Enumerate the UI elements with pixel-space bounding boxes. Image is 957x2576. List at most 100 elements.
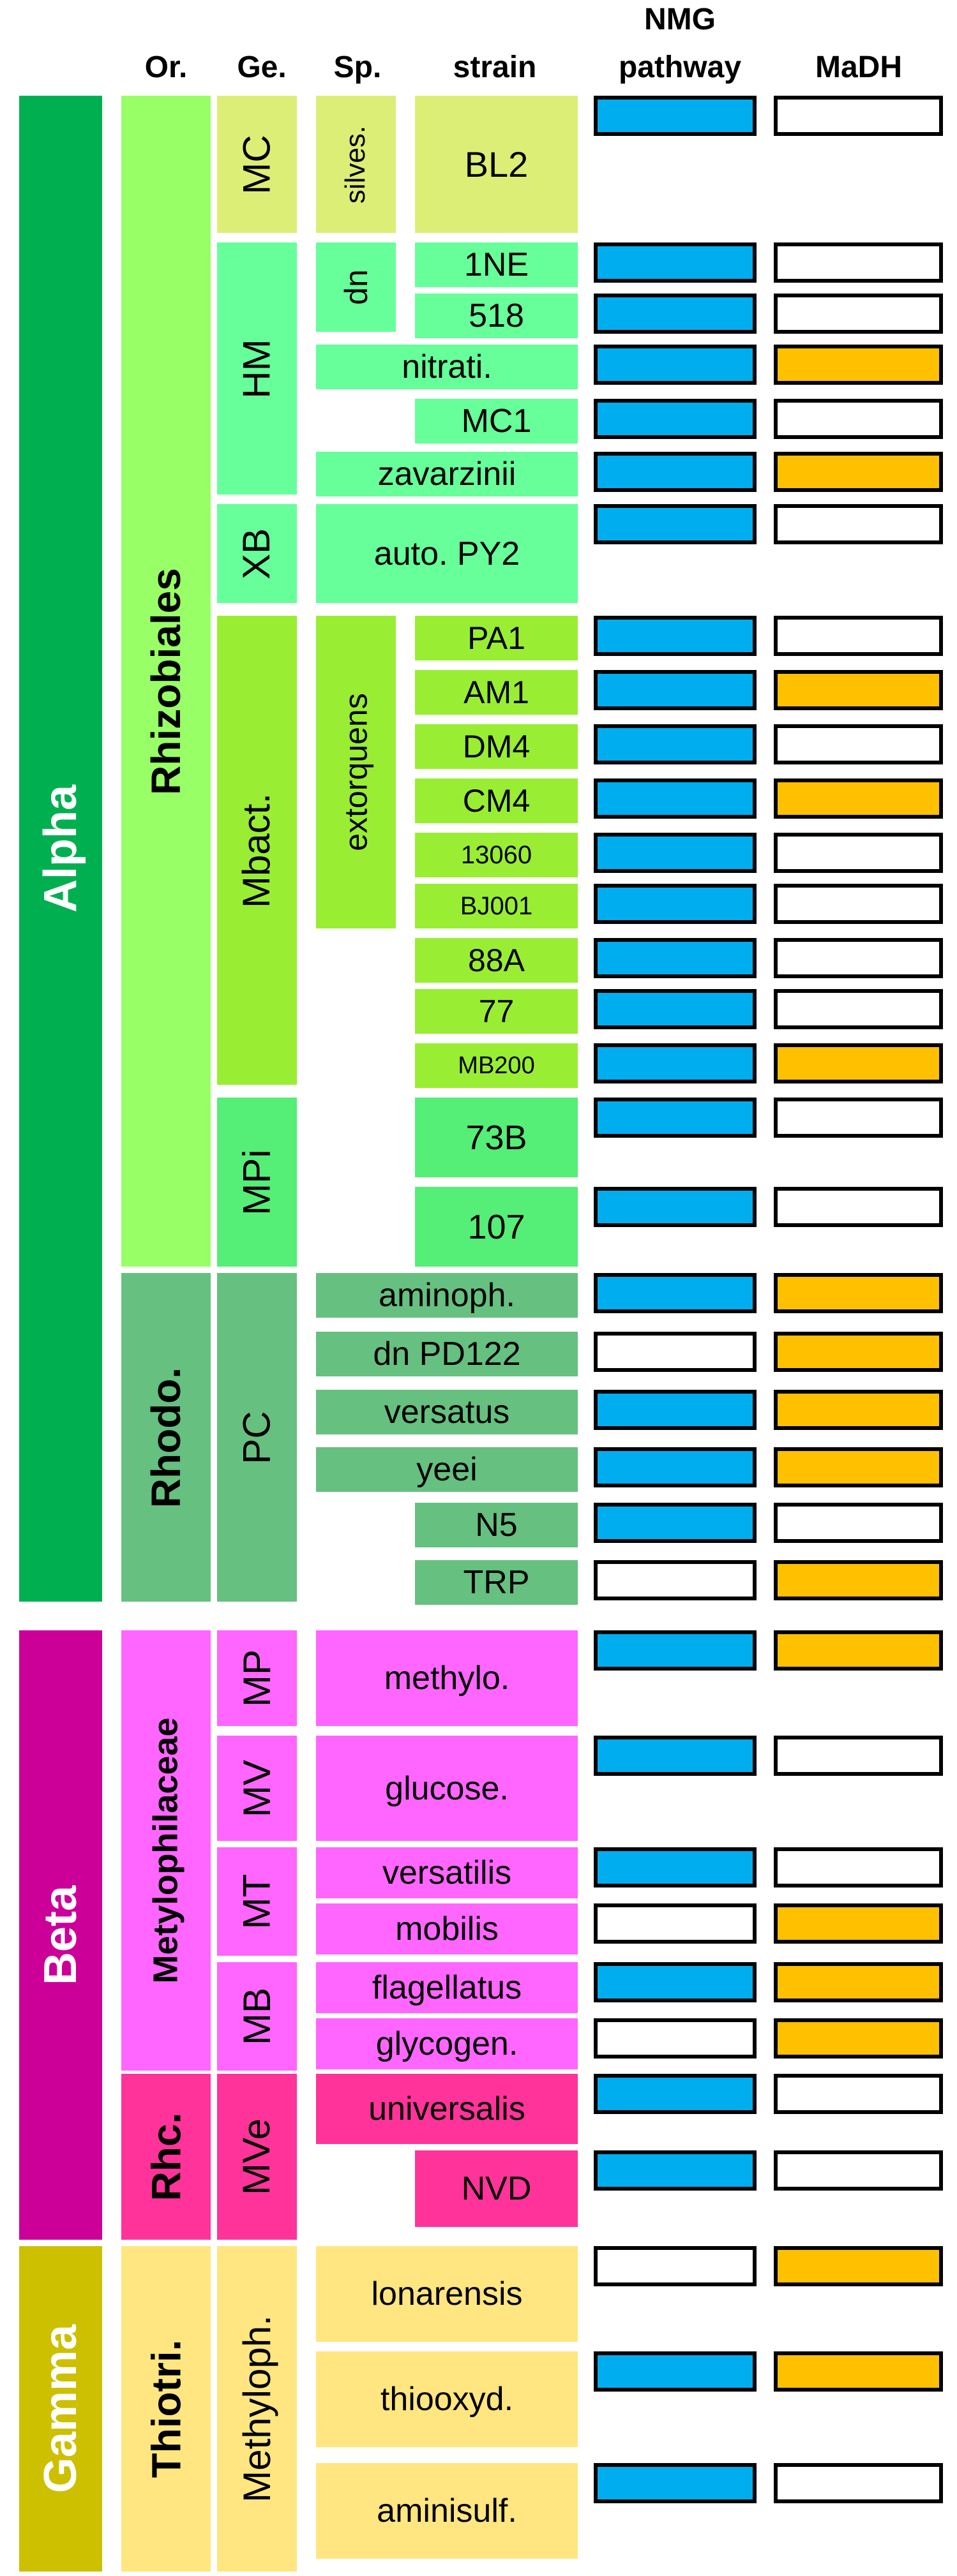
order-rhodo: Rhodo. bbox=[121, 1273, 211, 1602]
strain-block-text: BL2 bbox=[464, 144, 529, 184]
genus-block: Mbact. bbox=[217, 616, 297, 1085]
genus-block: MB bbox=[217, 1962, 297, 2071]
strain-block-text: PA1 bbox=[467, 620, 525, 656]
order-rhizobiales: Rhizobiales bbox=[121, 96, 211, 1267]
species-block: extorquens bbox=[316, 616, 396, 928]
species-block: nitrati. bbox=[316, 345, 578, 389]
madh-box bbox=[774, 2074, 943, 2114]
species-block-text: universalis bbox=[368, 2090, 525, 2127]
genus-block: MT bbox=[217, 1847, 297, 1956]
species-block: glycogen. bbox=[316, 2018, 578, 2069]
strain-block-text: MC1 bbox=[461, 403, 532, 440]
madh-box bbox=[774, 2246, 943, 2286]
species-block-text: extorquens bbox=[338, 693, 374, 851]
genus-block-text: MC bbox=[235, 134, 278, 195]
order-rhc-text: Rhc. bbox=[143, 2112, 189, 2201]
nmg-pathway-box bbox=[594, 96, 757, 136]
madh-box bbox=[774, 989, 943, 1029]
header-order: Or. bbox=[144, 50, 188, 84]
species-block-text: zavarzinii bbox=[377, 456, 516, 493]
species-block: silves. bbox=[316, 96, 396, 233]
species-block: methylo. bbox=[316, 1630, 578, 1726]
strain-block: MB200 bbox=[415, 1043, 578, 1088]
species-block-text: glucose. bbox=[385, 1769, 509, 1807]
nmg-pathway-box bbox=[594, 1332, 757, 1372]
madh-box bbox=[774, 1736, 943, 1776]
nmg-pathway-box bbox=[594, 1098, 757, 1138]
strain-block: 1NE bbox=[415, 242, 578, 287]
genus-block: HM bbox=[217, 242, 297, 495]
species-block-text: aminoph. bbox=[379, 1277, 515, 1314]
species-block-text: dn PD122 bbox=[373, 1336, 521, 1373]
species-block: yeei bbox=[316, 1447, 578, 1492]
genus-block: MP bbox=[217, 1630, 297, 1726]
madh-box bbox=[774, 504, 943, 544]
nmg-pathway-box bbox=[594, 2018, 757, 2059]
genus-block: MC bbox=[217, 96, 297, 233]
header-genus: Ge. bbox=[237, 50, 287, 84]
nmg-pathway-box bbox=[594, 778, 757, 819]
species-block: thiooxyd. bbox=[316, 2351, 578, 2447]
class-alpha-text: Alpha bbox=[35, 784, 87, 913]
strain-block: TRP bbox=[415, 1560, 578, 1605]
madh-box bbox=[774, 1098, 943, 1138]
strain-block-text: 1NE bbox=[463, 246, 529, 283]
nmg-pathway-box bbox=[594, 989, 757, 1029]
species-block-text: nitrati. bbox=[402, 348, 492, 385]
nmg-pathway-box bbox=[594, 345, 757, 385]
strain-block: MC1 bbox=[415, 399, 578, 443]
nmg-pathway-box bbox=[594, 1847, 757, 1887]
genus-block: MV bbox=[217, 1736, 297, 1841]
madh-box bbox=[774, 1447, 943, 1487]
strain-block: BJ001 bbox=[415, 884, 578, 928]
strain-block-text: CM4 bbox=[462, 783, 531, 819]
nmg-pathway-box bbox=[594, 1630, 757, 1671]
nmg-pathway-box bbox=[594, 399, 757, 439]
nmg-pathway-box bbox=[594, 1962, 757, 2002]
genus-block-text: XB bbox=[235, 528, 278, 579]
madh-box bbox=[774, 1630, 943, 1671]
strain-block: CM4 bbox=[415, 778, 578, 823]
strain-block: 73B bbox=[415, 1098, 578, 1177]
madh-box bbox=[774, 1332, 943, 1372]
species-block-text: methylo. bbox=[384, 1660, 510, 1697]
genus-block: XB bbox=[217, 504, 297, 603]
class-gamma-text: Gamma bbox=[35, 2324, 87, 2494]
genus-block-text: Methyloph. bbox=[235, 2315, 278, 2503]
species-block: glucose. bbox=[316, 1736, 578, 1841]
nmg-pathway-box bbox=[594, 1390, 757, 1430]
genus-block-text: MPi bbox=[235, 1149, 278, 1216]
strain-block: 13060 bbox=[415, 833, 578, 877]
genus-block: MVe bbox=[217, 2074, 297, 2240]
strain-block: AM1 bbox=[415, 670, 578, 715]
nmg-pathway-box bbox=[594, 294, 757, 334]
nmg-pathway-box bbox=[594, 2246, 757, 2286]
header-madh: MaDH bbox=[815, 50, 902, 84]
madh-box bbox=[774, 2463, 943, 2503]
nmg-pathway-box bbox=[594, 1903, 757, 1944]
strain-block-text: 107 bbox=[467, 1207, 525, 1246]
header-nmg-line1: NMG bbox=[644, 3, 716, 36]
order-rhc: Rhc. bbox=[121, 2074, 211, 2240]
strain-block-text: NVD bbox=[461, 2170, 532, 2207]
species-block-text: aminisulf. bbox=[377, 2492, 517, 2529]
species-block: mobilis bbox=[316, 1903, 578, 1954]
madh-box bbox=[774, 2150, 943, 2191]
strain-block: PA1 bbox=[415, 616, 578, 660]
order-metylophilaceae: Metylophilaceae bbox=[121, 1630, 211, 2071]
nmg-pathway-box bbox=[594, 1736, 757, 1776]
order-metylophilaceae-text: Metylophilaceae bbox=[147, 1717, 185, 1984]
strain-block-text: 88A bbox=[468, 942, 525, 978]
genus-block-text: MB bbox=[235, 1988, 278, 2045]
madh-box bbox=[774, 1962, 943, 2002]
nmg-pathway-box bbox=[594, 884, 757, 924]
species-block: flagellatus bbox=[316, 1962, 578, 2013]
strain-block-text: 77 bbox=[478, 994, 515, 1029]
species-block: dn bbox=[316, 242, 396, 332]
genus-block: Methyloph. bbox=[217, 2246, 297, 2572]
strain-block-text: 518 bbox=[469, 297, 524, 334]
strain-block: 107 bbox=[415, 1187, 578, 1267]
nmg-pathway-box bbox=[594, 1560, 757, 1600]
species-block-text: flagellatus bbox=[372, 1969, 522, 2006]
